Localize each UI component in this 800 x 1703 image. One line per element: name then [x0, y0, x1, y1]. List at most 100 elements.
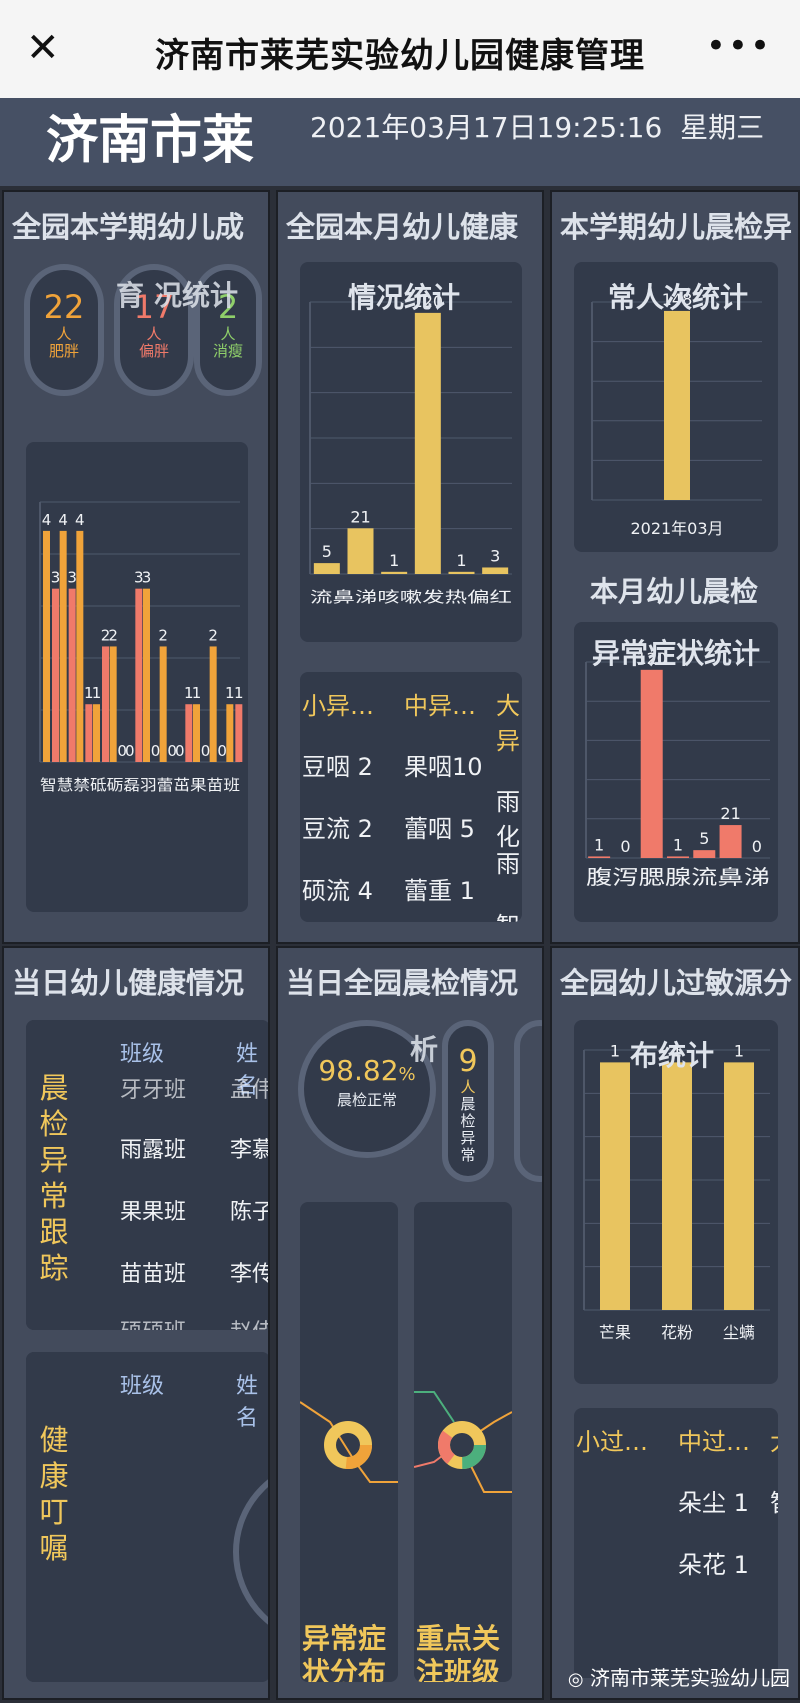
chart-bar: [76, 530, 84, 762]
stat-label: 偏胖: [138, 342, 169, 360]
list-item: 朵花 1: [678, 1551, 749, 1579]
class-distribution-card: 重点关注班级分布: [414, 1202, 512, 1682]
banner-title: 济南市莱: [46, 111, 255, 171]
data-label: 0: [620, 837, 630, 856]
panel-title: 全园本月幼儿健康: [286, 210, 519, 244]
chart-card: 148 2021年03月 常人次统计: [574, 262, 778, 552]
abn-unit: 人: [460, 1078, 476, 1096]
chart-bar: [662, 1062, 692, 1310]
stat-unit: 人: [56, 325, 72, 343]
list-item: 蕾咽 5: [404, 815, 475, 843]
data-label: 1: [673, 835, 683, 854]
list-item: 果咽10: [404, 753, 483, 781]
data-label: 1: [594, 835, 604, 854]
class-donut: [414, 1391, 512, 1493]
overlay-title: 布统计: [630, 1039, 715, 1072]
panel-allergens: 全园幼儿过敏源分 1 1 1 芒果 花粉 尘螨 布统计 小过… 中过… 朵尘 1 朵花 1…: [550, 946, 800, 1700]
table-cell: 赵佳: [230, 1314, 268, 1330]
leader-line: [467, 1459, 512, 1493]
app-topbar: ✕ 济南市莱芜实验幼儿园健康管理 •••: [0, 0, 800, 98]
table-cell: 硕硕班: [120, 1314, 186, 1330]
table-cell: 孟伟: [230, 1078, 270, 1103]
x-tick-label: 芒果: [599, 1323, 631, 1342]
overlay-title-2: 况统计: [154, 279, 239, 312]
chart-bar: [482, 567, 509, 574]
table-cell: 李传: [230, 1262, 270, 1287]
tracking-label-text: 晨检异常跟踪: [39, 1071, 69, 1285]
data-label: 0: [175, 742, 185, 760]
chart-bar: [59, 530, 67, 762]
panel-monthly-health: 全园本月幼儿健康 5 21 1 120 1 3 流鼻涕咳嗽发热偏红 情况统计 小异… 豆咽 …: [276, 190, 544, 944]
stat-value: 22: [43, 288, 85, 326]
overlay-title: 常人次统计: [608, 281, 749, 314]
data-label: 0: [201, 742, 211, 760]
list-item: 豆流 2: [302, 815, 373, 843]
leader-line: [475, 1411, 512, 1435]
data-label: 1: [456, 551, 466, 570]
card-title: 重点关注班级分布: [416, 1622, 501, 1682]
panel-semester-abnormal: 本学期幼儿晨检异 148 2021年03月 常人次统计 本月幼儿晨检 1 0 120 1…: [550, 190, 800, 944]
x-tick-label: 2021年03月: [630, 519, 723, 538]
overlay-title: 情况统计: [348, 281, 461, 314]
overlay-title: 育: [116, 279, 145, 312]
chart-bar: [640, 669, 663, 858]
dashboard-banner: 济南市莱 2021年03月17日19:25:16 星期三: [0, 98, 800, 186]
data-label: 2: [108, 626, 118, 644]
watermark-text: 济南市莱芜实验幼儿园: [590, 1666, 790, 1690]
close-icon[interactable]: ✕: [26, 25, 60, 71]
chart-bar: [102, 646, 109, 762]
chart-bar: [159, 646, 167, 762]
col-header: 小异…: [302, 692, 374, 720]
table-cell: 陈子: [230, 1200, 270, 1225]
chart-card: 1 1 1 芒果 花粉 尘螨 布统计: [574, 1020, 778, 1384]
chart-bar: [193, 704, 200, 762]
chart-bar: [664, 310, 690, 500]
data-label: 21: [720, 804, 740, 823]
panel-title: 本学期幼儿晨检异: [560, 210, 793, 244]
data-label: 1: [225, 684, 235, 702]
x-axis-label: 流鼻涕咳嗽发热偏红: [310, 588, 512, 606]
chart-bar: [226, 704, 234, 762]
panel-title: 当日幼儿健康情况: [12, 966, 245, 1000]
panel-title: 当日全园晨检情况: [286, 966, 519, 1000]
col-header: 中过…: [678, 1428, 750, 1456]
more-icon[interactable]: •••: [705, 26, 772, 66]
symptom-donut: [300, 1401, 398, 1483]
donut-segment: [438, 1421, 486, 1469]
abn-label: 晨检异常: [460, 1095, 476, 1164]
data-label: 1: [84, 684, 94, 702]
overlay-title: 析: [410, 1033, 439, 1066]
ring-shape: [233, 1479, 268, 1625]
stat-thin: 2 人 消瘦: [194, 264, 262, 396]
x-tick-label: 尘螨: [723, 1323, 755, 1342]
data-label: 1: [92, 684, 102, 702]
data-label: 1: [192, 684, 202, 702]
table-col-large: 大异 雨化 雨 智: [496, 686, 522, 922]
weekday: 星期三: [680, 111, 765, 144]
abnormal-count: 9 人 晨检异常: [442, 1020, 494, 1182]
col-header: 中异…: [404, 692, 476, 720]
reminder-label: 健康叮嘱: [26, 1352, 82, 1682]
data-label: 1: [672, 1041, 682, 1060]
stat-overweight: 17 人 偏胖: [114, 264, 194, 396]
table-cell: 牙牙班: [120, 1078, 187, 1103]
data-label: 2: [158, 626, 168, 644]
chart-bar: [68, 588, 76, 762]
panel-daily-check: 当日全园晨检情况 98.82% 晨检正常 析 9 人 晨检异常 异常症状分布: [276, 946, 544, 1700]
donut-segment: [324, 1421, 372, 1469]
data-label: 21: [350, 507, 370, 526]
col-header: 大: [770, 1422, 778, 1457]
list-item: 智: [770, 1483, 778, 1545]
chart-bar: [347, 528, 374, 574]
chart-bar: [724, 1062, 754, 1310]
card-title: 异常症状分布: [302, 1622, 387, 1682]
chart-card: 4 4 4 1 2 0 3 2 0 1 2 1 3 3 1 2 0 3 0 0 1 0 0 1 智慧禁砥砺磊羽蕾茁果苗班: [26, 442, 248, 912]
chart-bar: [135, 588, 143, 762]
stat-value: 17: [133, 288, 175, 326]
allergen-bar-chart: 1 1 1 芒果 花粉 尘螨: [583, 1041, 770, 1342]
data-label: 148: [662, 290, 693, 309]
watermark: ◎ 济南市莱芜实验幼儿园: [568, 1662, 790, 1691]
chart-bar: [600, 1062, 630, 1310]
data-label: 2: [101, 626, 111, 644]
